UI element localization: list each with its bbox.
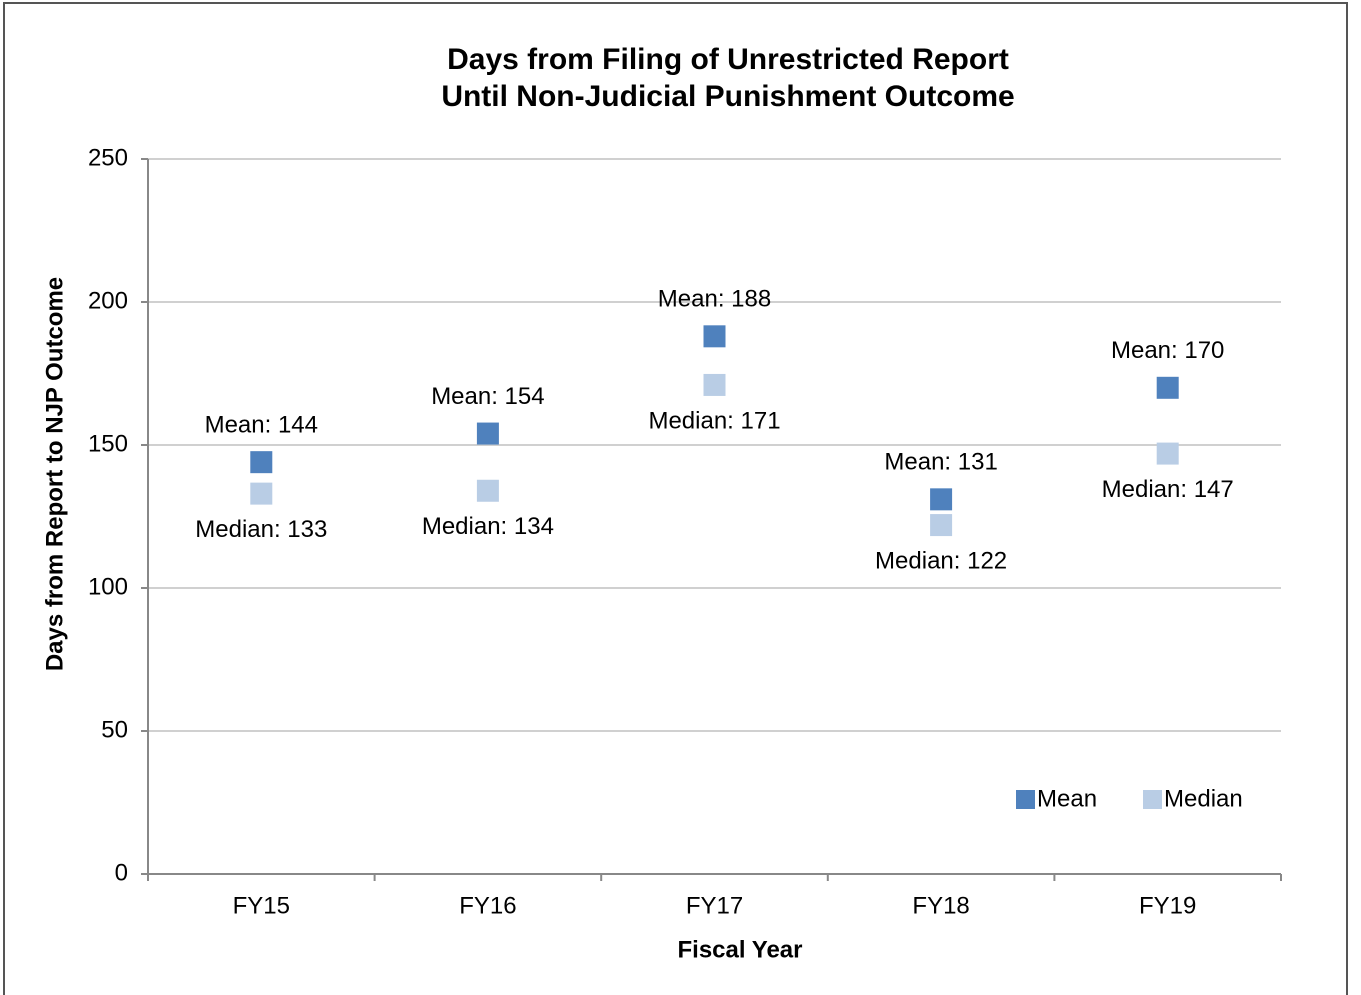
y-tick-label: 100 [88, 573, 128, 600]
x-tick-label: FY16 [459, 892, 516, 919]
marker [476, 422, 499, 445]
y-tick-label: 0 [115, 859, 128, 886]
marker [250, 451, 273, 474]
data-label: Median: 134 [422, 513, 554, 540]
data-label: Mean: 131 [884, 449, 997, 476]
legend-swatch [1143, 790, 1162, 809]
marker [703, 325, 726, 348]
legend-label: Median [1164, 785, 1243, 812]
y-tick-label: 50 [101, 716, 128, 743]
y-tick-label: 250 [88, 144, 128, 171]
data-label: Mean: 154 [431, 383, 544, 410]
y-axis-title: Days from Report to NJP Outcome [41, 277, 68, 671]
data-label: Median: 122 [875, 547, 1007, 574]
chart-title: Until Non-Judicial Punishment Outcome [441, 80, 1014, 113]
data-label: Median: 133 [195, 516, 327, 543]
data-label: Median: 171 [648, 407, 780, 434]
marker [1156, 376, 1179, 399]
marker [703, 373, 726, 396]
data-label: Mean: 188 [658, 286, 771, 313]
chart-title: Days from Filing of Unrestricted Report [447, 43, 1009, 76]
marker [930, 514, 953, 537]
x-tick-label: FY15 [233, 892, 290, 919]
marker [930, 488, 953, 511]
marker [1156, 442, 1179, 465]
y-tick-label: 200 [88, 287, 128, 314]
x-axis-title: Fiscal Year [678, 936, 803, 963]
data-label: Median: 147 [1102, 476, 1234, 503]
data-label: Mean: 170 [1111, 337, 1224, 364]
x-tick-label: FY18 [912, 892, 969, 919]
data-label: Mean: 144 [205, 412, 318, 439]
marker [250, 482, 273, 505]
y-tick-label: 150 [88, 430, 128, 457]
marker [476, 479, 499, 502]
x-tick-label: FY17 [686, 892, 743, 919]
legend-label: Mean [1037, 785, 1097, 812]
chart-border [3, 2, 1348, 995]
x-tick-label: FY19 [1139, 892, 1196, 919]
legend-swatch [1016, 790, 1035, 809]
